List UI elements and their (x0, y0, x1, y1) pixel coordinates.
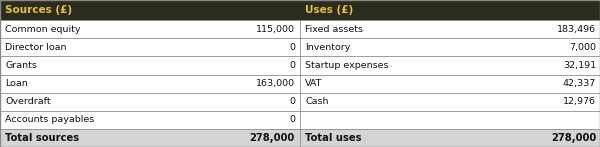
Bar (0, 111, 300, 129)
Text: 12,976: 12,976 (563, 97, 596, 106)
Text: 42,337: 42,337 (563, 79, 596, 88)
Text: 278,000: 278,000 (551, 133, 596, 143)
Text: Total uses: Total uses (305, 133, 361, 143)
Text: 0: 0 (289, 97, 295, 106)
Bar (0, 0, 300, 20)
Text: 0: 0 (289, 61, 295, 70)
Bar (300, 93, 600, 111)
Text: Cash: Cash (305, 97, 329, 106)
Text: Uses (£): Uses (£) (305, 5, 353, 15)
Text: Fixed assets: Fixed assets (305, 25, 363, 34)
Text: Total sources: Total sources (5, 133, 79, 143)
Text: 0: 0 (289, 115, 295, 124)
Text: 32,191: 32,191 (563, 61, 596, 70)
Text: 0: 0 (289, 43, 295, 52)
Bar (300, 0, 600, 20)
Bar (300, 75, 600, 93)
Text: Grants: Grants (5, 61, 37, 70)
Bar (300, 111, 600, 129)
Bar (300, 56, 600, 75)
Text: VAT: VAT (305, 79, 322, 88)
Bar (0, 93, 300, 111)
Bar (300, 129, 600, 147)
Bar (300, 20, 600, 38)
Bar (0, 129, 300, 147)
Text: 163,000: 163,000 (256, 79, 295, 88)
Text: 115,000: 115,000 (256, 25, 295, 34)
Text: Startup expenses: Startup expenses (305, 61, 389, 70)
Text: Loan: Loan (5, 79, 28, 88)
Text: 183,496: 183,496 (557, 25, 596, 34)
Bar (300, 38, 600, 56)
Text: 7,000: 7,000 (569, 43, 596, 52)
Bar (0, 56, 300, 75)
Bar (0, 38, 300, 56)
Text: Overdraft: Overdraft (5, 97, 50, 106)
Text: Accounts payables: Accounts payables (5, 115, 94, 124)
Bar (0, 75, 300, 93)
Text: Common equity: Common equity (5, 25, 80, 34)
Text: Inventory: Inventory (305, 43, 350, 52)
Text: Sources (£): Sources (£) (5, 5, 72, 15)
Bar (0, 20, 300, 38)
Text: 278,000: 278,000 (250, 133, 295, 143)
Text: Director loan: Director loan (5, 43, 67, 52)
